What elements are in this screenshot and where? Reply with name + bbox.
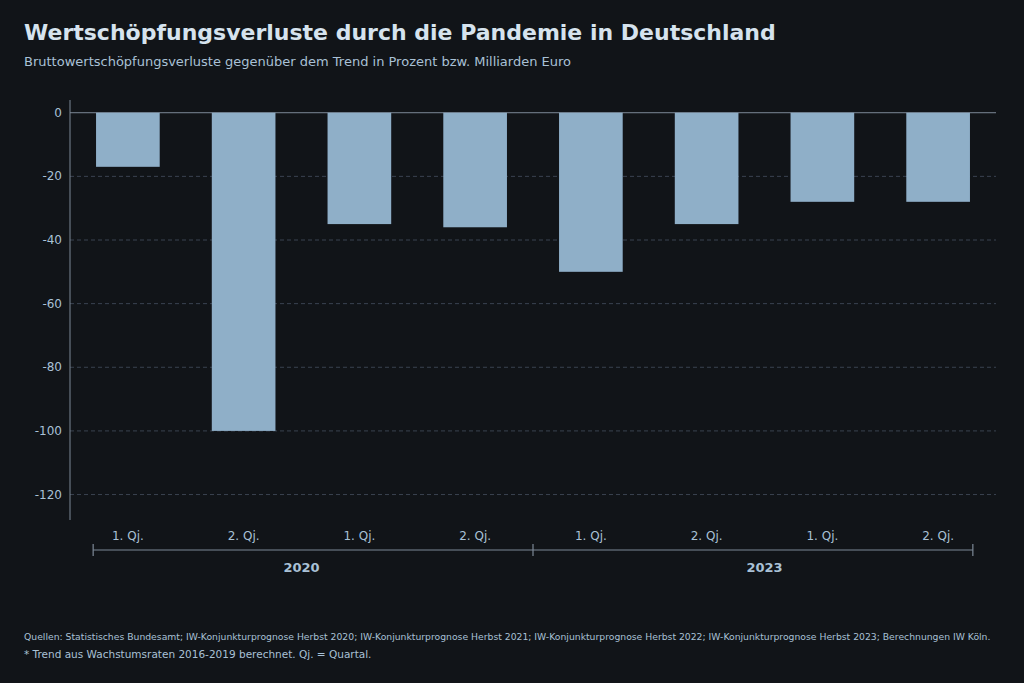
grid-line xyxy=(70,112,996,113)
year-label: 2023 xyxy=(746,560,782,575)
grid-line xyxy=(70,303,996,304)
bracket-divider xyxy=(532,544,533,556)
y-tick-label: 0 xyxy=(54,106,62,120)
y-tick-label: -80 xyxy=(42,360,62,374)
y-tick-label: -20 xyxy=(42,169,62,183)
title: Wertschöpfungsverluste durch die Pandemi… xyxy=(24,20,776,45)
x-tick-label: 1. Qj. xyxy=(343,529,375,543)
x-tick-label: 2. Qj. xyxy=(228,529,260,543)
bar xyxy=(212,113,276,431)
y-tick-label: -60 xyxy=(42,297,62,311)
x-tick-label: 2. Qj. xyxy=(459,529,491,543)
x-tick-label: 2. Qj. xyxy=(922,529,954,543)
y-axis-line xyxy=(70,100,71,520)
x-tick-label: 1. Qj. xyxy=(575,529,607,543)
grid-line xyxy=(70,367,996,368)
grid xyxy=(70,113,996,495)
bar xyxy=(559,113,623,272)
bar xyxy=(906,113,970,202)
subtitle: Bruttowertschöpfungsverluste gegenüber d… xyxy=(24,54,571,69)
x-tick-label: 2. Qj. xyxy=(691,529,723,543)
grid-line xyxy=(70,240,996,241)
background xyxy=(0,0,1024,683)
bar xyxy=(675,113,739,224)
y-tick-label: -40 xyxy=(42,233,62,247)
bracket-divider xyxy=(972,544,973,556)
x-tick-label: 1. Qj. xyxy=(806,529,838,543)
year-label: 2020 xyxy=(283,560,319,575)
bar xyxy=(443,113,507,228)
y-tick-label: -100 xyxy=(35,424,62,438)
bar xyxy=(96,113,160,167)
x-tick-label: 1. Qj. xyxy=(112,529,144,543)
bar xyxy=(791,113,855,202)
bracket-divider xyxy=(93,544,94,556)
chart: Wertschöpfungsverluste durch die Pandemi… xyxy=(0,0,1024,683)
y-tick-label: -120 xyxy=(35,488,62,502)
footnote: Quellen: Statistisches Bundesamt; IW-Kon… xyxy=(24,631,990,642)
grid-line xyxy=(70,176,996,177)
footnote: * Trend aus Wachstumsraten 2016-2019 ber… xyxy=(24,648,371,660)
bar xyxy=(328,113,392,224)
bars xyxy=(96,113,970,431)
grid-line xyxy=(70,494,996,495)
grid-line xyxy=(70,430,996,431)
bracket xyxy=(93,544,973,556)
